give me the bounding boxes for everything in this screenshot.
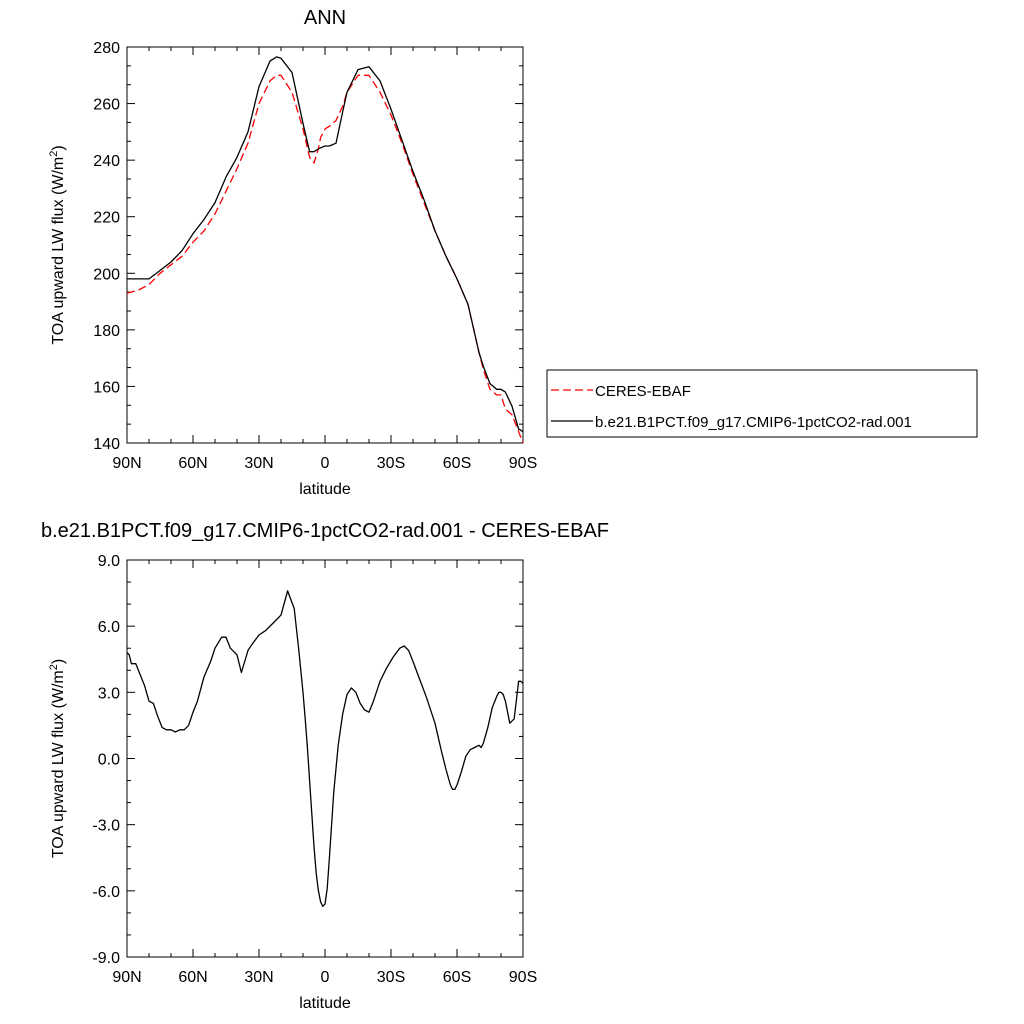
top-x-tick-label: 90S — [509, 455, 537, 472]
top-x-tick-label: 90N — [112, 455, 141, 472]
bottom-difference-series-line — [126, 590, 524, 907]
top-y-tick-label: 240 — [93, 153, 120, 170]
top-y-tick-label: 260 — [93, 97, 120, 114]
bottom-x-axis-label: latitude — [299, 995, 351, 1012]
bottom-y-tick-label: 9.0 — [98, 553, 120, 570]
top-x-tick-label: 60N — [178, 455, 207, 472]
bottom-x-tick-label: 60N — [178, 969, 207, 986]
top-x-axis-label: latitude — [299, 481, 351, 498]
top-ceres-ebaf-series-line — [126, 74, 524, 444]
bottom-x-tick-label: 0 — [321, 969, 330, 986]
bottom-y-tick-label: 0.0 — [98, 752, 120, 769]
legend-label-model: b.e21.B1PCT.f09_g17.CMIP6-1pctCO2-rad.00… — [595, 414, 912, 431]
bottom-y-tick-label: -9.0 — [92, 950, 120, 967]
top-y-tick-label: 160 — [93, 379, 120, 396]
legend-box — [546, 369, 978, 438]
bottom-plot: b.e21.B1PCT.f09_g17.CMIP6-1pctCO2-rad.00… — [41, 520, 609, 1012]
bottom-x-tick-label: 60S — [443, 969, 471, 986]
bottom-y-tick-label: 3.0 — [98, 685, 120, 702]
top-plot: ANN 90N 60N 30N 0 30S 60S 90S 140 160 180 200 220 240… — [48, 7, 978, 498]
bottom-y-tick-label: -3.0 — [92, 818, 120, 835]
bottom-x-tick-label: 90S — [509, 969, 537, 986]
top-model-series-line — [127, 56, 524, 433]
bottom-x-tick-label: 30N — [244, 969, 273, 986]
bottom-chart-title: b.e21.B1PCT.f09_g17.CMIP6-1pctCO2-rad.00… — [41, 520, 609, 542]
top-y-tick-label: 180 — [93, 323, 120, 340]
top-y-tick-label: 220 — [93, 210, 120, 227]
bottom-x-tick-label: 90N — [112, 969, 141, 986]
top-x-tick-label: 60S — [443, 455, 471, 472]
bottom-y-tick-label: -6.0 — [92, 884, 120, 901]
top-y-tick-label: 200 — [93, 266, 120, 283]
top-x-tick-label: 0 — [321, 455, 330, 472]
top-y-tick-label: 280 — [93, 40, 120, 57]
bottom-plot-frame — [126, 559, 524, 958]
top-y-axis-label: TOA upward LW flux (W/m2) — [48, 145, 67, 344]
top-x-tick-label: 30S — [377, 455, 405, 472]
legend-label-ceres-ebaf: CERES-EBAF — [595, 383, 691, 400]
bottom-y-axis-label: TOA upward LW flux (W/m2) — [48, 659, 67, 858]
legend: CERES-EBAF b.e21.B1PCT.f09_g17.CMIP6-1pct… — [546, 369, 978, 438]
top-x-tick-label: 30N — [244, 455, 273, 472]
top-y-tick-label: 140 — [93, 436, 120, 453]
bottom-x-tick-label: 30S — [377, 969, 405, 986]
top-chart-title: ANN — [304, 7, 346, 29]
bottom-y-tick-label: 6.0 — [98, 619, 120, 636]
